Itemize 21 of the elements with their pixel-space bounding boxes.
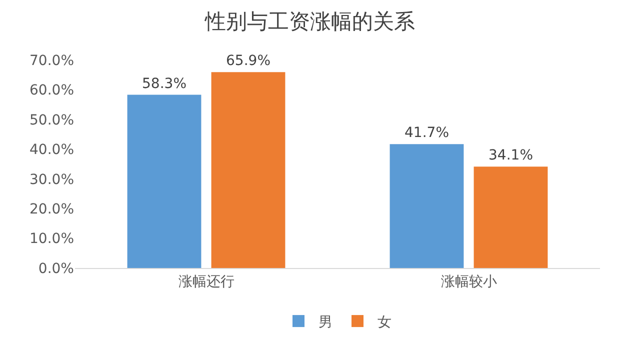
y-tick-label: 50.0% [30,112,74,128]
y-tick-label: 60.0% [30,82,74,99]
bar [211,72,286,268]
y-tick-label: 40.0% [30,142,74,158]
bar [127,94,202,268]
data-label: 41.7% [404,125,449,142]
y-tick-label: 0.0% [38,260,74,277]
legend-label: 女 [378,314,392,330]
y-tick-label: 30.0% [30,172,74,188]
y-tick-label: 70.0% [30,52,74,69]
bar [474,166,548,268]
data-label: 65.9% [226,53,270,70]
bar [390,144,464,268]
data-label: 58.3% [142,76,186,92]
x-tick-label: 涨幅还行 [178,274,234,290]
y-tick-label: 20.0% [30,201,74,218]
data-label: 34.1% [488,148,533,164]
chart-title: 性别与工资涨幅的关系 [204,10,415,34]
y-tick-label: 10.0% [30,231,74,248]
legend-label: 男 [318,314,332,330]
x-tick-label: 涨幅较小 [440,274,497,290]
